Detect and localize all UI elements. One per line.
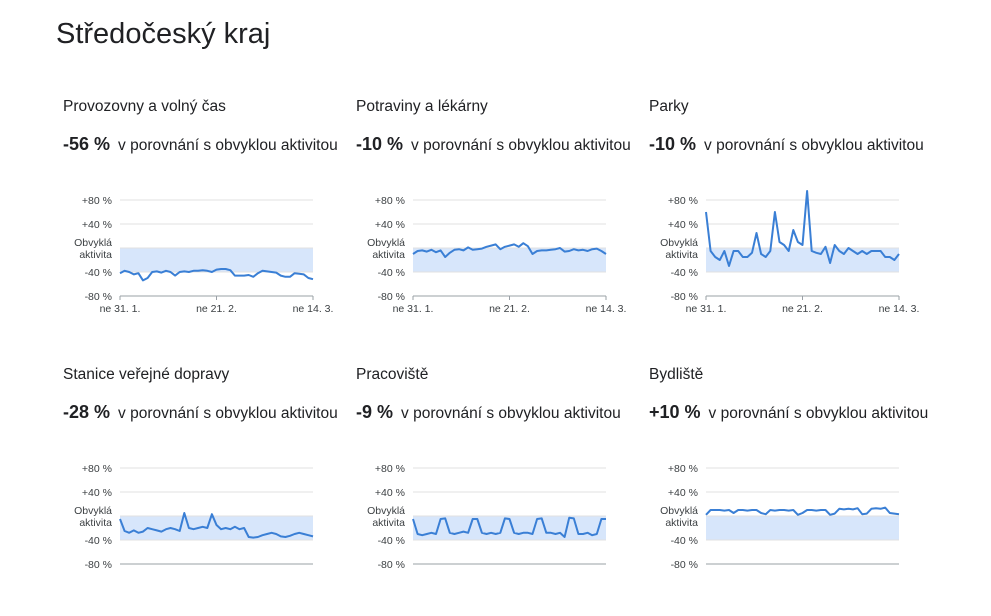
stat-value: -10 %: [649, 134, 697, 154]
chart-panel-provozovny: Provozovny a volný čas -56 % v porovnání …: [63, 98, 353, 348]
y-tick-label: +80 %: [82, 195, 112, 207]
chart-panel-pracoviste: Pracoviště -9 % v porovnání s obvyklou ak…: [356, 366, 646, 616]
y-tick-label: aktivita: [665, 249, 698, 261]
series-line: [705, 506, 900, 516]
series-line: [412, 516, 606, 538]
page-title: Středočeský kraj: [56, 18, 271, 50]
panel-title: Bydliště: [649, 366, 704, 383]
y-tick-label: +40 %: [668, 487, 698, 499]
y-tick-label: Obvyklá: [74, 505, 112, 517]
x-tick-label: ne 21. 2.: [782, 303, 823, 315]
y-tick-label: aktivita: [372, 517, 405, 529]
chart-panel-doprava: Stanice veřejné dopravy -28 % v porovnání…: [63, 366, 353, 616]
y-tick-label: +40 %: [375, 219, 405, 231]
x-tick-label: ne 14. 3.: [586, 303, 627, 315]
series-line: [119, 268, 314, 282]
y-tick-label: aktivita: [79, 249, 112, 261]
usual-activity-band: [706, 516, 899, 540]
stat-value: -28 %: [63, 402, 111, 422]
usual-activity-band: [413, 248, 606, 272]
series-line: [412, 242, 607, 258]
y-tick-label: aktivita: [665, 517, 698, 529]
y-tick-label: +40 %: [668, 219, 698, 231]
x-tick-label: ne 14. 3.: [879, 303, 920, 315]
panel-title: Pracoviště: [356, 366, 429, 383]
x-tick-label: ne 31. 1.: [393, 303, 434, 315]
y-tick-label: aktivita: [372, 249, 405, 261]
y-tick-label: +80 %: [375, 463, 405, 475]
y-tick-label: Obvyklá: [367, 237, 405, 249]
stat-text: v porovnání s obvyklou aktivitou: [118, 137, 338, 154]
chart-panel-potraviny: Potraviny a lékárny -10 % v porovnání s o…: [356, 98, 646, 348]
stat-value: +10 %: [649, 402, 701, 422]
y-tick-label: -40 %: [671, 535, 698, 547]
y-tick-label: -40 %: [85, 267, 112, 279]
y-tick-label: -80 %: [85, 291, 112, 303]
panel-stat: -56 % v porovnání s obvyklou aktivitou: [63, 134, 338, 155]
y-tick-label: -80 %: [378, 291, 405, 303]
y-tick-label: Obvyklá: [660, 237, 698, 249]
stat-value: -10 %: [356, 134, 404, 154]
y-tick-label: Obvyklá: [74, 237, 112, 249]
y-tick-label: Obvyklá: [367, 505, 405, 517]
x-tick-label: ne 31. 1.: [100, 303, 141, 315]
y-tick-label: +40 %: [375, 487, 405, 499]
panel-title: Potraviny a lékárny: [356, 98, 488, 115]
panel-title: Stanice veřejné dopravy: [63, 366, 230, 383]
chart-panel-parky: Parky -10 % v porovnání s obvyklou aktivi…: [649, 98, 939, 348]
stat-text: v porovnání s obvyklou aktivitou: [708, 405, 929, 422]
x-tick-label: ne 21. 2.: [489, 303, 530, 315]
y-tick-label: -40 %: [378, 535, 405, 547]
y-tick-label: -80 %: [85, 559, 112, 571]
panel-title: Parky: [649, 98, 689, 115]
stat-text: v porovnání s obvyklou aktivitou: [411, 137, 631, 154]
series-line: [705, 190, 900, 267]
y-tick-label: aktivita: [79, 517, 112, 529]
panel-stat: -10 % v porovnání s obvyklou aktivitou: [356, 134, 631, 155]
y-tick-label: -40 %: [671, 267, 698, 279]
y-tick-label: +40 %: [82, 219, 112, 231]
y-tick-label: +80 %: [668, 463, 698, 475]
panel-title: Provozovny a volný čas: [63, 98, 226, 115]
series-line: [119, 512, 314, 539]
y-tick-label: -40 %: [85, 535, 112, 547]
y-tick-label: -80 %: [671, 291, 698, 303]
y-tick-label: +80 %: [668, 195, 698, 207]
y-tick-label: -80 %: [671, 559, 698, 571]
x-tick-label: ne 21. 2.: [196, 303, 237, 315]
stat-value: -56 %: [63, 134, 111, 154]
panel-stat: -10 % v porovnání s obvyklou aktivitou: [649, 134, 924, 155]
y-tick-label: +40 %: [82, 487, 112, 499]
y-tick-label: -40 %: [378, 267, 405, 279]
stat-text: v porovnání s obvyklou aktivitou: [118, 405, 338, 422]
panel-stat: -28 % v porovnání s obvyklou aktivitou: [63, 402, 338, 423]
panel-stat: +10 % v porovnání s obvyklou aktivitou: [649, 402, 928, 423]
stat-text: v porovnání s obvyklou aktivitou: [704, 137, 924, 154]
panel-stat: -9 % v porovnání s obvyklou aktivitou: [356, 402, 621, 423]
stat-value: -9 %: [356, 402, 394, 422]
y-tick-label: Obvyklá: [660, 505, 698, 517]
usual-activity-band: [120, 248, 313, 272]
y-tick-label: +80 %: [82, 463, 112, 475]
y-tick-label: -80 %: [378, 559, 405, 571]
stat-text: v porovnání s obvyklou aktivitou: [401, 405, 621, 422]
x-tick-label: ne 14. 3.: [293, 303, 334, 315]
x-tick-label: ne 31. 1.: [686, 303, 727, 315]
chart-panel-bydliste: Bydliště +10 % v porovnání s obvyklou akt…: [649, 366, 939, 616]
y-tick-label: +80 %: [375, 195, 405, 207]
